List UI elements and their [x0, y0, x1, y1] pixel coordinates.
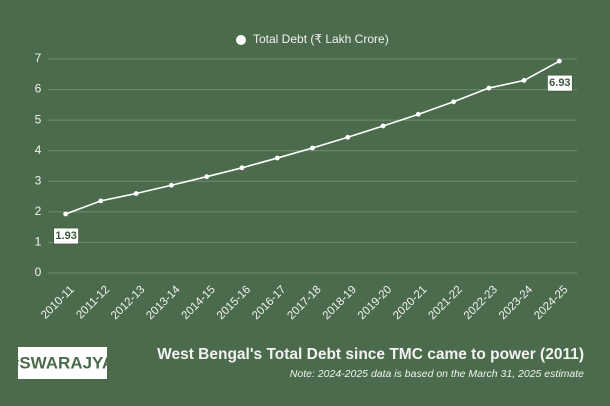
point — [239, 165, 245, 171]
point — [204, 174, 210, 180]
point — [556, 58, 562, 64]
label-box — [546, 74, 573, 92]
line — [65, 60, 560, 215]
x-tick-label: 2021-22 — [426, 284, 464, 322]
x-tick-label: 2012-13 — [109, 284, 147, 322]
point — [63, 211, 69, 217]
y-tick-label: 0 — [35, 265, 42, 279]
x-tick-label: 2014-15 — [180, 284, 218, 322]
x-tick-label: 2024-25 — [532, 284, 570, 322]
point — [486, 85, 492, 91]
x-tick-label: 2022-23 — [462, 284, 500, 322]
brand-box — [18, 347, 107, 379]
point — [274, 155, 280, 161]
x-tick-label: 2018-19 — [321, 284, 359, 322]
x-tick-label: 2015-16 — [215, 284, 253, 322]
note: Note: 2024-2025 data is based on the Mar… — [290, 368, 584, 380]
x-tick-label: 2013-14 — [144, 283, 183, 322]
y-tick-label: 3 — [35, 173, 42, 187]
point — [133, 191, 139, 196]
point — [415, 111, 421, 117]
point — [98, 198, 104, 204]
point — [451, 99, 456, 105]
point — [345, 134, 351, 140]
point — [521, 78, 527, 83]
x-tick-label: 2017-18 — [285, 284, 323, 322]
y-tick-label: 2 — [35, 204, 42, 218]
point — [380, 123, 386, 129]
x-tick-label: 2023-24 — [497, 283, 536, 322]
x-tick-label: 2020-21 — [391, 284, 429, 322]
point — [310, 145, 315, 151]
y-tick-label: 6 — [35, 82, 42, 96]
data-label: 6.93 — [549, 77, 570, 89]
x-tick-label: 2019-20 — [356, 284, 394, 322]
y-tick-label: 5 — [35, 112, 42, 126]
legend-marker — [236, 35, 246, 45]
brand: #SWARAJYA — [10, 353, 114, 372]
y-tick-label: 4 — [35, 143, 42, 157]
legend-label: Total Debt (₹ Lakh Crore) — [253, 32, 389, 46]
x-tick-label: 2011-12 — [74, 284, 112, 322]
data-label: 1.93 — [55, 230, 76, 242]
x-tick-label: 2016-17 — [250, 284, 288, 322]
x-tick-label: 2010-11 — [39, 284, 77, 322]
y-tick-label: 1 — [35, 235, 42, 249]
chart-title: West Bengal's Total Debt since TMC came … — [157, 346, 584, 363]
point — [169, 182, 174, 188]
y-tick-label: 7 — [35, 51, 42, 65]
label-box — [53, 227, 80, 245]
